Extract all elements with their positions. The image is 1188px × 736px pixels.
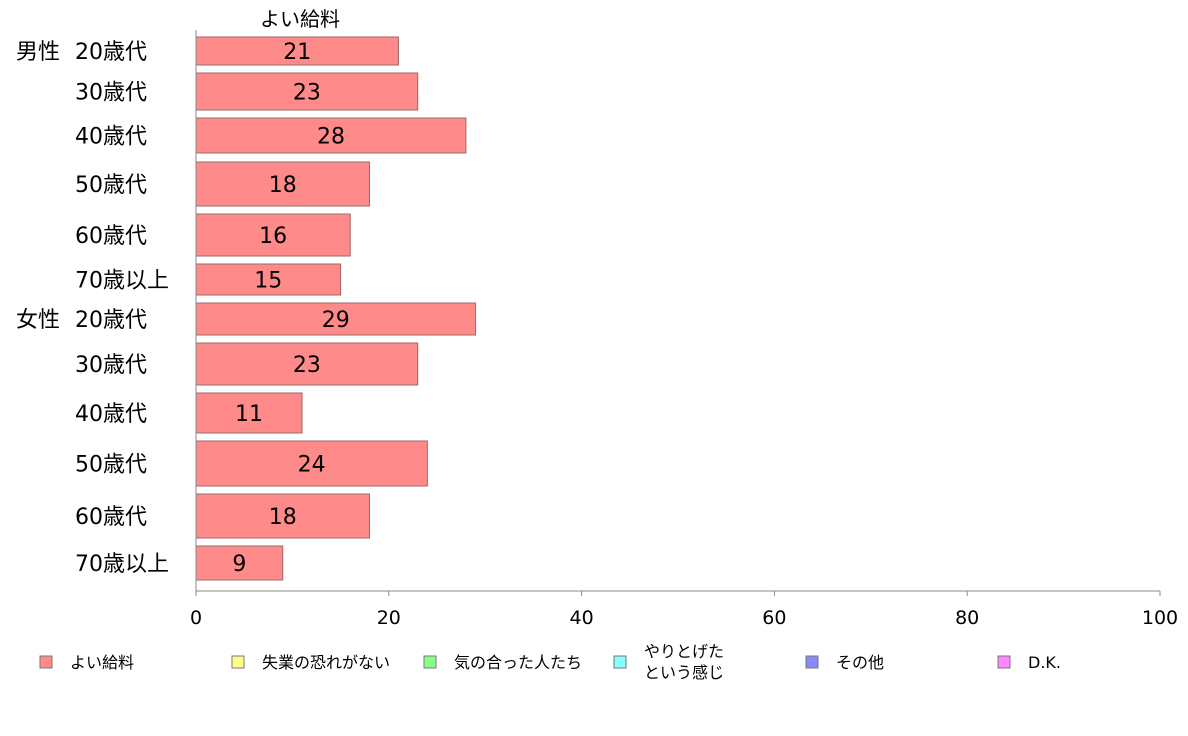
legend-swatch [231, 655, 245, 669]
legend-item: 気の合った人たち [423, 653, 582, 672]
legend-label: よい給料 [70, 653, 134, 672]
legend-swatch [423, 655, 437, 669]
category-label-age: 20歳代 [75, 308, 147, 333]
series-header: よい給料 [260, 7, 340, 31]
bar-value-label: 18 [269, 173, 297, 198]
legend-item: D.K. [997, 653, 1061, 672]
bar-value-label: 29 [322, 308, 350, 333]
bar [195, 36, 399, 66]
bar-value-label: 16 [259, 224, 287, 249]
legend-swatch [39, 655, 53, 669]
legend: よい給料 失業の恐れがない 気の合った人たち やりとげたという感じ その他 D.K. [39, 642, 1061, 682]
category-label-age: 40歳代 [75, 125, 147, 150]
bar-value-label: 21 [283, 40, 311, 65]
category-labels: 20歳代男性30歳代40歳代50歳代60歳代70歳以上20歳代女性30歳代40歳… [16, 40, 169, 577]
category-label-age: 20歳代 [75, 40, 147, 65]
bar [195, 117, 467, 154]
legend-swatch [613, 655, 627, 669]
bar-value-label: 23 [293, 81, 321, 106]
bar [195, 302, 477, 336]
legend-swatch [805, 655, 819, 669]
bar [195, 213, 351, 257]
bar-value-label: 15 [254, 269, 282, 294]
bar-value-label: 11 [235, 402, 263, 427]
category-label-age: 60歳代 [75, 505, 147, 530]
bar [195, 440, 428, 487]
category-label-age: 60歳代 [75, 224, 147, 249]
bar [195, 493, 371, 539]
legend-label: 気の合った人たち [454, 653, 582, 672]
x-tick-label: 0 [190, 607, 202, 629]
bar-value-label: 18 [269, 505, 297, 530]
category-label-age: 40歳代 [75, 402, 147, 427]
legend-item: やりとげたという感じ [613, 642, 724, 682]
x-tick-label: 20 [377, 607, 401, 629]
x-tick-label: 40 [570, 607, 594, 629]
legend-item: よい給料 [39, 653, 134, 672]
category-label-age: 30歳代 [75, 353, 147, 378]
x-axis: 0 20 40 60 80 100 [190, 30, 1178, 629]
legend-label: 失業の恐れがない [262, 653, 390, 672]
category-label-group: 女性 [16, 308, 60, 333]
bar-value-label: 23 [293, 353, 321, 378]
category-label-group: 男性 [16, 40, 60, 65]
legend-item: その他 [805, 653, 884, 672]
legend-label: D.K. [1028, 653, 1061, 672]
bar-value-label: 24 [298, 453, 326, 478]
category-label-age: 50歳代 [75, 173, 147, 198]
bar [195, 545, 284, 581]
legend-label: やりとげたという感じ [644, 642, 724, 682]
legend-label: その他 [836, 653, 884, 672]
legend-item: 失業の恐れがない [231, 653, 390, 672]
category-label-age: 70歳以上 [75, 269, 169, 294]
category-label-age: 30歳代 [75, 81, 147, 106]
category-label-age: 50歳代 [75, 453, 147, 478]
bar [195, 72, 419, 111]
legend-swatch [997, 655, 1011, 669]
bar-value-label: 28 [317, 125, 345, 150]
x-tick-label: 100 [1142, 607, 1178, 629]
category-label-age: 70歳以上 [75, 552, 169, 577]
x-tick-label: 80 [955, 607, 979, 629]
bar [195, 161, 371, 207]
bar-value-label: 9 [232, 552, 246, 577]
x-tick-label: 60 [762, 607, 786, 629]
